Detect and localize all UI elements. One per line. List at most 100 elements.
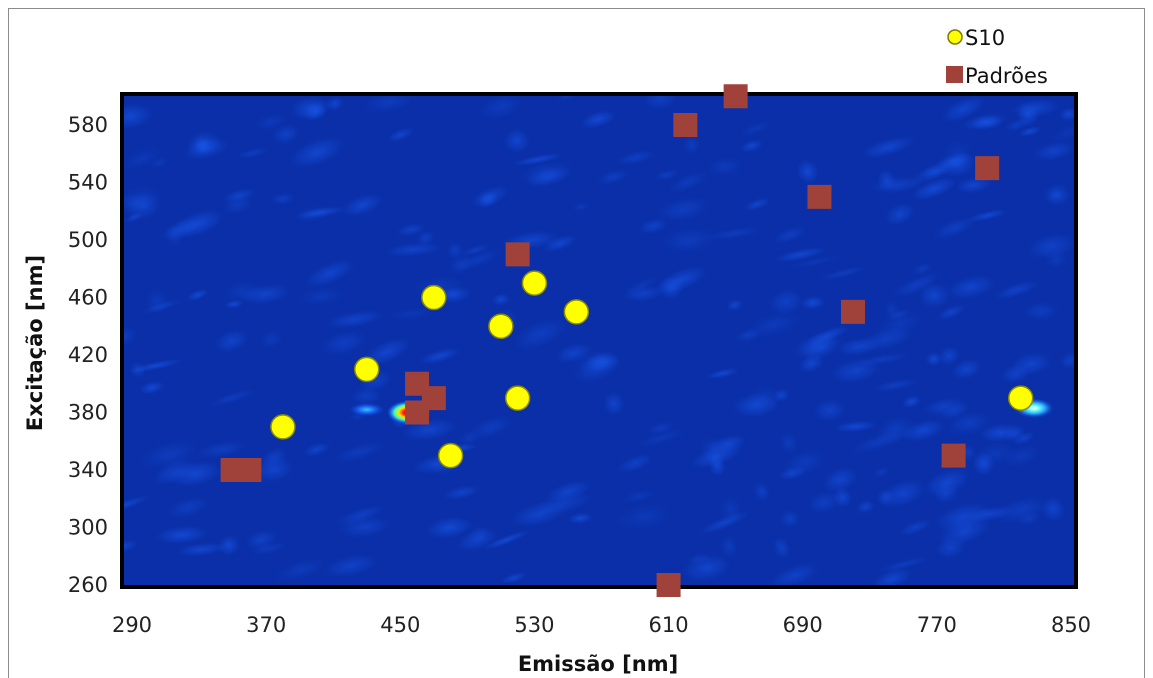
heatmap-blob bbox=[124, 539, 139, 554]
heatmap-blob bbox=[654, 169, 679, 181]
heatmap-blob bbox=[571, 202, 590, 212]
heatmap-blob bbox=[719, 496, 742, 522]
heatmap-blob bbox=[534, 491, 593, 515]
heatmap-blob bbox=[448, 254, 473, 275]
heatmap-blob bbox=[470, 185, 510, 209]
heatmap-blob bbox=[325, 310, 385, 329]
heatmap-blob bbox=[856, 499, 876, 515]
heatmap-blob bbox=[222, 193, 253, 216]
heatmap-blob bbox=[512, 153, 564, 166]
heatmap-blob bbox=[738, 120, 773, 137]
heatmap-blob bbox=[819, 265, 868, 281]
legend-s10-marker bbox=[947, 29, 963, 45]
heatmap-blob bbox=[336, 504, 386, 526]
heatmap-blob bbox=[807, 491, 841, 514]
heatmap-blob bbox=[699, 436, 723, 461]
heatmap-blob bbox=[832, 487, 853, 508]
padroes-point bbox=[975, 156, 1000, 181]
heatmap-blob bbox=[638, 218, 668, 235]
heatmap-blob bbox=[705, 226, 764, 241]
heatmap-blob bbox=[667, 171, 709, 194]
heatmap-blob bbox=[855, 352, 910, 366]
heatmap-blob bbox=[911, 177, 957, 201]
heatmap-blob bbox=[304, 259, 356, 288]
s10-point bbox=[1007, 385, 1034, 411]
s10-point bbox=[421, 284, 447, 311]
heatmap-blob bbox=[519, 160, 575, 186]
heatmap-blob bbox=[259, 329, 283, 349]
heatmap-blob bbox=[129, 361, 146, 379]
x-tick-label: 450 bbox=[380, 613, 420, 637]
y-tick-label: 540 bbox=[68, 171, 108, 195]
s10-point bbox=[354, 356, 380, 383]
heatmap-blob bbox=[900, 419, 946, 442]
heatmap-blob bbox=[1058, 107, 1074, 122]
heatmap-blob bbox=[223, 280, 262, 303]
heatmap-blob bbox=[468, 415, 514, 440]
heatmap-blob bbox=[658, 276, 684, 300]
heatmap-blob bbox=[1012, 431, 1036, 445]
heatmap-blob bbox=[140, 439, 199, 470]
y-axis-title: Excitação [nm] bbox=[23, 255, 47, 431]
heatmap-blob bbox=[384, 242, 443, 257]
heatmap-blob bbox=[951, 358, 982, 380]
heatmap-blob bbox=[934, 502, 992, 532]
heatmap-blob bbox=[124, 147, 161, 171]
padroes-point bbox=[656, 573, 681, 597]
heatmap-blob bbox=[861, 135, 916, 159]
heatmap-blob bbox=[572, 349, 620, 374]
heatmap-blob bbox=[912, 262, 933, 276]
heatmap-blob bbox=[682, 135, 701, 155]
y-tick-label: 300 bbox=[68, 516, 108, 540]
heatmap-blob bbox=[169, 460, 222, 487]
heatmap-blob bbox=[1059, 351, 1074, 370]
heatmap-blob bbox=[1004, 426, 1027, 443]
heatmap-blob bbox=[656, 196, 711, 222]
heatmap-blob bbox=[176, 542, 227, 557]
x-tick-label: 530 bbox=[514, 613, 554, 637]
heatmap-blob bbox=[1000, 364, 1031, 384]
heatmap-blob bbox=[580, 110, 616, 129]
legend-s10-label: S10 bbox=[965, 26, 1005, 50]
heatmap-blob bbox=[946, 274, 997, 300]
heatmap-blob bbox=[442, 484, 481, 501]
x-tick-labels: 290 370 450 530 610 690 770 850 bbox=[112, 613, 1091, 637]
heatmap-blob bbox=[1032, 141, 1074, 162]
heatmap-blob bbox=[320, 330, 368, 356]
heatmap-blob bbox=[822, 466, 859, 493]
heatmap-blob bbox=[491, 293, 511, 306]
heatmap-blob bbox=[446, 242, 464, 259]
heatmap-blob bbox=[224, 299, 244, 309]
padroes-point bbox=[807, 184, 832, 209]
heatmap-blob bbox=[995, 496, 1049, 524]
y-tick-label: 460 bbox=[68, 286, 108, 310]
heatmap-blob bbox=[753, 481, 771, 502]
s10-point bbox=[504, 385, 531, 411]
heatmap-blob bbox=[857, 326, 916, 352]
s10-point bbox=[488, 313, 514, 339]
heatmap-blob bbox=[164, 224, 184, 248]
padroes-point bbox=[941, 443, 966, 468]
legend: S10 Padrões bbox=[946, 26, 1048, 88]
padroes-point bbox=[841, 299, 866, 324]
heatmap-blob bbox=[1018, 126, 1042, 137]
heatmap-blob bbox=[1017, 103, 1039, 127]
heatmap-blob bbox=[415, 230, 436, 246]
heatmap-blob bbox=[124, 495, 152, 515]
padroes-point bbox=[505, 242, 530, 267]
heatmap-blob bbox=[779, 431, 798, 454]
heatmap-blob bbox=[274, 558, 328, 582]
heatmap-blob bbox=[254, 456, 294, 483]
heatmap-blob bbox=[961, 112, 1007, 131]
heatmap-blob bbox=[726, 299, 744, 311]
x-tick-label: 850 bbox=[1051, 613, 1091, 637]
heatmap-blob bbox=[244, 529, 278, 550]
heatmap-blob bbox=[933, 484, 959, 504]
heatmap-blob bbox=[706, 157, 743, 176]
heatmap-blob bbox=[419, 347, 461, 365]
y-tick-label: 260 bbox=[68, 573, 108, 597]
heatmap-blob bbox=[236, 147, 270, 159]
heatmap-blob bbox=[939, 401, 971, 421]
heatmap-blob bbox=[946, 411, 993, 436]
heatmap-blob bbox=[124, 325, 138, 348]
